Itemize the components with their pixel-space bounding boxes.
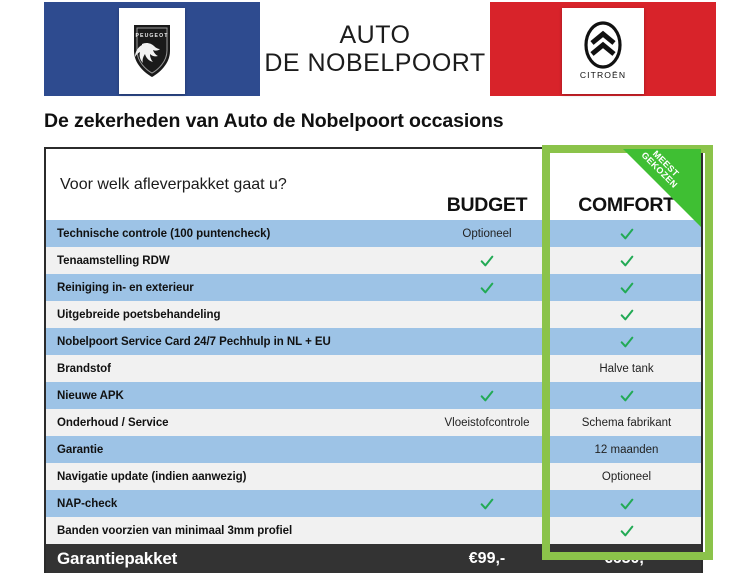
feature-label: Onderhoud / Service: [57, 416, 169, 429]
citroen-logo-icon: CITROËN: [580, 21, 626, 80]
cell-comfort: [552, 334, 701, 350]
cell-comfort: 12 maanden: [594, 443, 659, 456]
cell-budget: [430, 253, 544, 269]
peugeot-logo-card: PEUGEOT: [119, 8, 185, 94]
cell-comfort: Schema fabrikant: [581, 416, 672, 429]
feature-label: Brandstof: [57, 362, 111, 375]
table-row: Navigatie update (indien aanwezig) Option…: [46, 463, 701, 490]
cell-comfort: [552, 280, 701, 296]
table-row: Onderhoud / Service Vloeistofcontrole Sche…: [46, 409, 701, 436]
table-row: Uitgebreide poetsbehandeling: [46, 301, 701, 328]
footer-price-budget: €99,-: [468, 549, 506, 567]
citroen-wordmark: CITROËN: [580, 70, 626, 80]
cell-comfort: Optioneel: [601, 470, 652, 483]
dealer-name: AUTO DE NOBELPOORT: [264, 21, 485, 77]
check-icon: [620, 336, 633, 347]
cell-budget: [430, 496, 544, 512]
table-row: Technische controle (100 puntencheck) Opt…: [46, 220, 701, 247]
table-row: Tenaamstelling RDW: [46, 247, 701, 274]
cell-budget: Vloeistofcontrole: [444, 416, 530, 429]
brand-header-banner: PEUGEOT AUTO DE NOBELPOORT CITROËN: [44, 2, 716, 96]
feature-label: Reiniging in- en exterieur: [57, 281, 194, 294]
cell-comfort: Halve tank: [599, 362, 654, 375]
peugeot-brand-panel: PEUGEOT: [44, 2, 260, 96]
table-row: Nieuwe APK: [46, 382, 701, 409]
ribbon-triangle: [623, 149, 701, 227]
dealer-name-line2: DE NOBELPOORT: [264, 49, 486, 77]
cell-budget: [430, 280, 544, 296]
feature-label: Uitgebreide poetsbehandeling: [57, 308, 221, 321]
cell-comfort: [552, 496, 701, 512]
dealer-name-line1: AUTO: [339, 21, 411, 49]
table-body: Technische controle (100 puntencheck) Opt…: [46, 220, 701, 544]
feature-label: Navigatie update (indien aanwezig): [57, 470, 247, 483]
table-row: Brandstof Halve tank: [46, 355, 701, 382]
meest-gekozen-ribbon: MEEST GEKOZEN: [623, 149, 701, 227]
check-icon: [620, 390, 633, 401]
dealer-name-panel: AUTO DE NOBELPOORT: [260, 2, 490, 96]
package-question: Voor welk afleverpakket gaat u?: [60, 175, 287, 193]
feature-label: Tenaamstelling RDW: [57, 254, 170, 267]
check-icon: [620, 309, 633, 320]
cell-comfort: [552, 307, 701, 323]
check-icon: [620, 498, 633, 509]
check-icon: [480, 255, 494, 266]
cell-budget: [430, 388, 544, 404]
feature-label: Technische controle (100 puntencheck): [57, 227, 271, 240]
check-icon: [620, 282, 633, 293]
table-row: Banden voorzien van minimaal 3mm profiel: [46, 517, 701, 544]
check-icon: [620, 255, 633, 266]
svg-text:PEUGEOT: PEUGEOT: [135, 33, 168, 39]
cell-comfort: [552, 523, 701, 539]
table-row: Reiniging in- en exterieur: [46, 274, 701, 301]
citroen-logo-card: CITROËN: [562, 8, 644, 94]
check-icon: [620, 525, 633, 536]
feature-label: Banden voorzien van minimaal 3mm profiel: [57, 524, 293, 537]
package-comparison-table: Voor welk afleverpakket gaat u? BUDGET C…: [44, 147, 703, 573]
table-footer-row: Garantiepakket €99,- €650,-: [46, 544, 701, 573]
table-row: Nobelpoort Service Card 24/7 Pechhulp in…: [46, 328, 701, 355]
citroen-brand-panel: CITROËN: [490, 2, 716, 96]
feature-label: Garantie: [57, 443, 104, 456]
feature-label: NAP-check: [57, 497, 118, 510]
table-row: Garantie 12 maanden: [46, 436, 701, 463]
cell-comfort: [552, 388, 701, 404]
column-gap: [544, 149, 552, 220]
peugeot-logo-icon: PEUGEOT: [134, 25, 170, 77]
cell-comfort: [552, 226, 701, 242]
footer-price-comfort: €650,-: [603, 549, 650, 567]
feature-label: Nieuwe APK: [57, 389, 124, 402]
table-header-row: Voor welk afleverpakket gaat u? BUDGET C…: [46, 149, 701, 227]
page-title: De zekerheden van Auto de Nobelpoort occ…: [44, 110, 504, 132]
footer-label: Garantiepakket: [57, 548, 178, 568]
table-row: NAP-check: [46, 490, 701, 517]
cell-comfort: [552, 253, 701, 269]
check-icon: [480, 390, 494, 401]
feature-label: Nobelpoort Service Card 24/7 Pechhulp in…: [57, 335, 331, 348]
cell-budget: Optioneel: [462, 227, 512, 240]
column-header-budget: BUDGET: [446, 194, 528, 216]
check-icon: [480, 282, 494, 293]
check-icon: [620, 228, 633, 239]
check-icon: [480, 498, 494, 509]
